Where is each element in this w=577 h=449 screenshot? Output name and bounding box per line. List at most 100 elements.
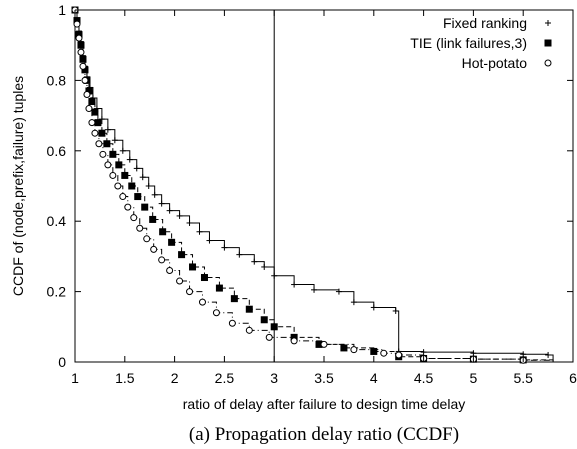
legend-label: TIE (link failures,3)	[410, 35, 527, 51]
x-tick-label: 3.5	[314, 370, 334, 386]
data-point	[290, 337, 298, 345]
data-point	[270, 323, 278, 331]
data-point	[168, 238, 176, 246]
x-tick-label: 6	[569, 370, 577, 386]
data-point	[158, 200, 165, 207]
x-axis-label: ratio of delay after failure to design t…	[183, 396, 466, 412]
data-point	[119, 147, 126, 154]
data-point	[81, 76, 89, 84]
data-point	[150, 245, 158, 253]
data-point	[136, 224, 144, 232]
data-point	[186, 288, 194, 296]
y-tick-label: 0.2	[47, 284, 67, 300]
legend-marker	[545, 20, 551, 26]
data-point	[206, 237, 213, 244]
data-point	[98, 129, 106, 137]
data-point	[145, 183, 152, 189]
data-point	[260, 316, 268, 324]
data-point	[98, 116, 105, 123]
data-point	[265, 333, 273, 341]
data-point	[151, 191, 158, 198]
data-point	[139, 174, 146, 181]
legend-marker	[544, 59, 552, 67]
data-point	[114, 182, 122, 190]
data-point	[245, 305, 253, 313]
data-point	[370, 304, 377, 311]
data-point	[158, 256, 166, 264]
data-point	[79, 62, 87, 70]
x-tick-label: 5.5	[513, 370, 533, 386]
data-point	[221, 244, 228, 251]
data-point	[111, 137, 118, 144]
y-tick-label: 1	[58, 2, 66, 18]
data-point	[104, 126, 111, 133]
data-point	[159, 228, 167, 236]
data-point	[178, 251, 186, 259]
data-point	[124, 203, 132, 211]
data-point	[271, 272, 278, 279]
data-point	[109, 171, 117, 179]
y-tick-label: 0	[58, 354, 66, 370]
data-point	[395, 351, 403, 359]
data-point	[311, 286, 318, 293]
data-point	[392, 307, 399, 314]
data-point	[335, 288, 342, 295]
data-point	[261, 263, 268, 270]
x-tick-label: 4	[370, 370, 378, 386]
data-point	[73, 20, 81, 28]
data-point	[85, 87, 93, 95]
x-tick-label: 5	[470, 370, 478, 386]
x-tick-label: 2	[171, 370, 179, 386]
data-point	[545, 351, 552, 358]
data-point	[350, 346, 358, 354]
data-point	[95, 140, 103, 148]
data-point	[236, 251, 243, 258]
data-point	[130, 214, 138, 222]
data-point	[109, 150, 117, 158]
data-point	[228, 319, 236, 327]
data-point	[115, 161, 123, 169]
data-point	[200, 274, 208, 282]
x-tick-label: 3	[270, 370, 278, 386]
data-point	[230, 295, 238, 303]
data-point	[143, 235, 151, 243]
data-point	[88, 119, 96, 127]
x-tick-label: 1	[71, 370, 79, 386]
series-line	[75, 9, 554, 362]
data-point	[134, 193, 142, 201]
x-tick-label: 4.5	[414, 370, 434, 386]
x-tick-label: 2.5	[215, 370, 235, 386]
data-point	[149, 215, 157, 223]
data-point	[121, 171, 129, 179]
data-point	[189, 263, 197, 271]
data-point	[99, 150, 107, 158]
data-point	[119, 193, 127, 201]
data-point	[340, 344, 348, 352]
legend-label: Hot-potato	[462, 55, 528, 71]
data-point	[75, 34, 83, 42]
data-point	[380, 349, 388, 357]
data-point	[91, 108, 99, 116]
data-point	[166, 207, 173, 214]
data-point	[176, 277, 184, 285]
data-point	[320, 340, 328, 348]
axis-layer: 1 1.5 2 2.5 3 3.5 4 4.5 5 5.5 6 0 0.2 0.4 0.6 0.8 1	[47, 2, 577, 386]
data-point	[470, 350, 477, 357]
data-point	[126, 156, 133, 163]
data-point	[215, 284, 223, 292]
y-axis-label: CCDF of (node,prefix,failure) tuples	[10, 76, 26, 296]
y-tick-label: 0.8	[47, 72, 67, 88]
data-point	[186, 219, 193, 226]
data-point	[212, 309, 220, 317]
data-point	[291, 281, 298, 288]
series-open-circle	[71, 6, 554, 364]
legend-label: Fixed ranking	[443, 15, 527, 31]
data-point	[133, 165, 140, 172]
data-point	[88, 98, 96, 106]
legend: Fixed ranking TIE (link failures,3) Hot-po…	[410, 15, 552, 71]
data-point	[176, 212, 183, 219]
data-point	[77, 48, 85, 56]
data-point	[128, 182, 136, 190]
data-point	[420, 349, 427, 356]
